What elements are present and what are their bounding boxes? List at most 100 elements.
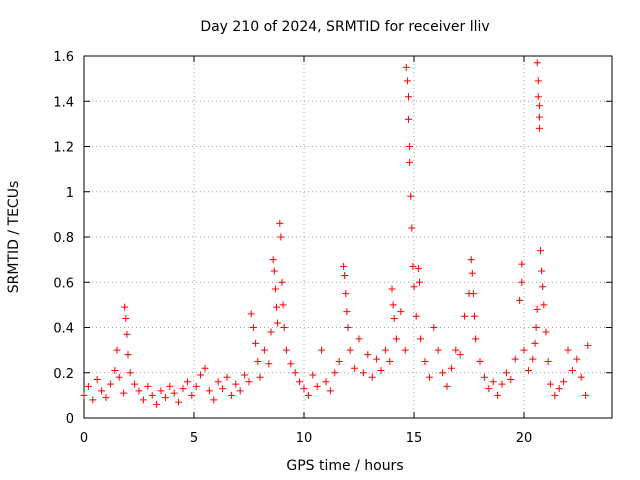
data-point	[498, 380, 506, 388]
data-point	[197, 371, 205, 379]
data-point	[573, 355, 581, 363]
data-point	[469, 290, 477, 298]
x-axis-label: GPS time / hours	[286, 458, 403, 474]
data-point	[373, 355, 381, 363]
data-point	[564, 346, 572, 354]
data-point	[414, 265, 422, 273]
data-point	[516, 296, 524, 304]
data-point	[397, 308, 405, 316]
data-point	[407, 192, 415, 200]
data-point	[392, 335, 400, 343]
data-point	[276, 219, 284, 227]
data-point	[405, 93, 412, 101]
data-point	[412, 312, 420, 320]
data-point	[313, 382, 321, 390]
data-point	[518, 278, 526, 286]
data-point	[188, 391, 196, 399]
data-point	[538, 267, 546, 275]
data-point	[179, 385, 187, 393]
data-point	[144, 382, 152, 390]
data-point	[245, 378, 253, 386]
data-point	[584, 342, 592, 350]
data-point	[511, 355, 519, 363]
y-tick-label: 0.4	[53, 322, 74, 337]
data-point	[368, 373, 376, 381]
data-point	[89, 396, 97, 404]
data-point	[241, 371, 249, 379]
data-point	[123, 330, 131, 338]
data-point	[539, 283, 547, 291]
data-point	[531, 339, 539, 347]
data-point	[153, 400, 161, 408]
data-point	[131, 380, 139, 388]
data-point	[346, 346, 354, 354]
data-point	[403, 77, 411, 85]
data-point	[544, 357, 552, 365]
data-point	[135, 387, 143, 395]
y-tick-label: 1	[66, 186, 74, 201]
data-point	[472, 335, 480, 343]
data-point	[535, 124, 543, 132]
data-point	[270, 267, 278, 275]
data-point	[447, 364, 455, 372]
data-point	[421, 357, 429, 365]
data-point	[344, 324, 352, 331]
data-point	[529, 355, 537, 363]
data-point	[269, 256, 277, 264]
y-tick-label: 1.6	[53, 50, 74, 65]
data-point	[318, 346, 326, 354]
data-point	[214, 378, 222, 386]
data-point	[139, 396, 147, 404]
y-tick-label: 0	[66, 412, 74, 427]
data-point	[476, 357, 484, 365]
data-point	[205, 387, 213, 395]
data-point	[175, 398, 183, 406]
data-point	[326, 387, 334, 395]
data-point	[406, 158, 414, 166]
data-point	[161, 394, 169, 402]
x-tick-label: 10	[296, 431, 313, 446]
data-point	[84, 382, 92, 390]
data-point	[535, 113, 543, 121]
data-point	[401, 346, 409, 354]
data-point	[542, 328, 550, 336]
data-point	[115, 373, 123, 381]
data-point	[247, 310, 255, 318]
data-point	[335, 357, 343, 365]
data-point	[236, 387, 244, 395]
data-point	[343, 308, 351, 316]
data-point	[278, 278, 286, 286]
data-point	[124, 351, 132, 359]
data-point	[555, 385, 563, 393]
data-point	[260, 346, 268, 354]
x-tick-label: 0	[80, 431, 88, 446]
data-point	[386, 357, 394, 365]
data-point	[452, 346, 460, 354]
data-point	[287, 360, 295, 368]
data-point	[364, 351, 372, 359]
data-point	[540, 301, 548, 309]
data-point	[309, 371, 317, 379]
data-point	[210, 396, 218, 404]
chart-title: Day 210 of 2024, SRMTID for receiver lli…	[200, 19, 489, 35]
data-point	[271, 285, 279, 293]
data-point	[232, 380, 240, 388]
x-tick-label: 15	[406, 431, 423, 446]
data-point	[148, 391, 156, 399]
y-tick-label: 1.4	[53, 95, 74, 110]
data-point	[201, 364, 209, 372]
data-point	[291, 369, 299, 377]
x-tick-label: 5	[190, 431, 198, 446]
data-point	[267, 328, 275, 336]
data-point	[389, 301, 397, 309]
data-point	[524, 366, 532, 374]
data-point	[219, 385, 227, 393]
data-point	[471, 312, 478, 320]
data-point	[518, 260, 526, 268]
data-point	[443, 382, 451, 390]
y-tick-label: 0.6	[53, 276, 74, 291]
data-point	[494, 391, 502, 399]
data-point	[113, 346, 121, 354]
axis-ticks: 0 5 10 15 20 0 0.2 0.4 0.6 0.8 1 1.2 1.4 1.6	[53, 50, 612, 446]
data-point	[274, 319, 282, 327]
